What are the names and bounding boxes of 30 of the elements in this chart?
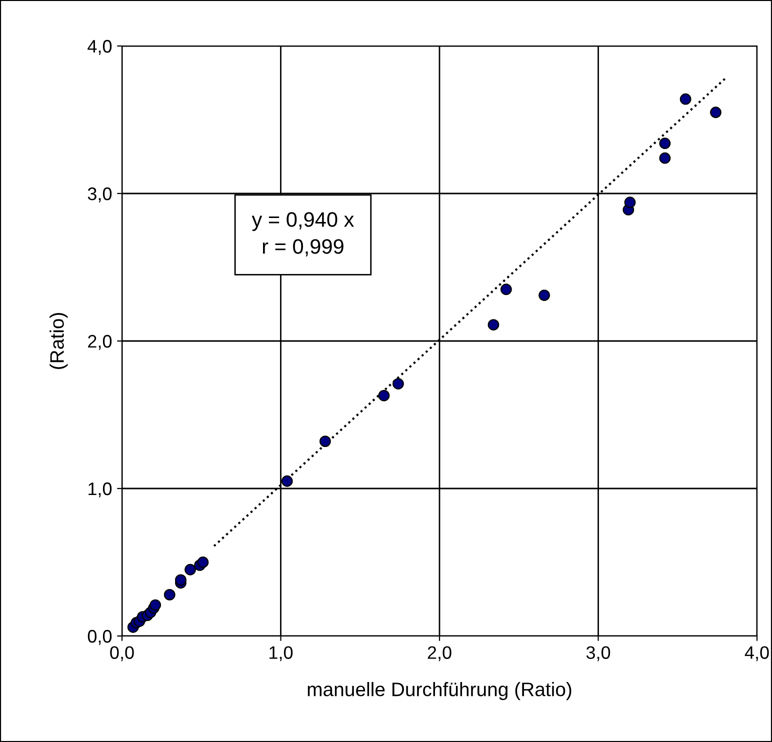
point	[197, 556, 209, 568]
point	[624, 196, 636, 208]
point	[378, 390, 390, 402]
point	[164, 588, 176, 600]
point	[659, 152, 671, 164]
point	[175, 574, 186, 586]
y-tick-label: 2,0	[88, 334, 112, 350]
x-axis-title: manuelle Durchführung (Ratio)	[308, 682, 572, 700]
x-tick-label: 2,0	[428, 646, 452, 662]
x-tick-label: 3,0	[586, 646, 610, 662]
point	[150, 599, 162, 611]
point	[500, 284, 512, 296]
x-tick-label: 4,0	[744, 646, 769, 662]
point	[281, 475, 293, 487]
point	[659, 138, 671, 150]
x-tick-label: 0,0	[110, 646, 134, 662]
point	[710, 106, 722, 118]
y-tick-label: 3,0	[88, 187, 112, 202]
point	[319, 436, 331, 448]
point	[680, 93, 692, 105]
y-axis-title: (Ratio)	[50, 313, 68, 369]
point	[488, 319, 500, 330]
annotation: y = 0,940 x r = 0,999	[252, 212, 354, 256]
point	[538, 290, 550, 301]
y-tick-label: 0,0	[88, 630, 112, 645]
point	[392, 378, 404, 390]
point	[184, 564, 196, 576]
y-tick-label: 4,0	[88, 40, 112, 55]
x-tick-label: 1,0	[270, 646, 293, 662]
y-tick-label: 1,0	[88, 482, 112, 498]
